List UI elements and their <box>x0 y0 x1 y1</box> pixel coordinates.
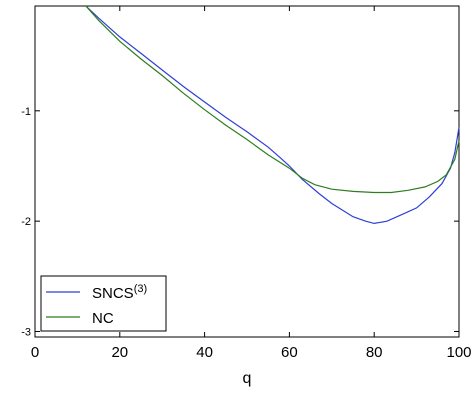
x-tick-label: 100 <box>446 344 471 361</box>
x-tick-label: 0 <box>31 344 39 361</box>
axis-layer: 0 20 40 60 80 100 -1 -2 -3 <box>21 6 472 361</box>
y-tick-label: -1 <box>21 106 31 118</box>
legend-label-sncs-superscript: (3) <box>134 283 147 295</box>
y-tick-label: -3 <box>21 326 31 338</box>
x-tick-label: 80 <box>366 344 383 361</box>
y-tick-label: -2 <box>21 216 31 228</box>
series-layer <box>85 5 460 225</box>
legend-label-nc: NC <box>92 310 114 327</box>
legend-label-sncs: SNCS(3) <box>92 283 147 302</box>
x-axis-label: q <box>243 370 252 387</box>
series-line-sncs <box>85 5 460 225</box>
legend-box <box>40 275 167 332</box>
x-tick-label: 20 <box>111 344 128 361</box>
x-tick-label: 40 <box>196 344 213 361</box>
legend-label-sncs-name: SNCS <box>92 285 134 302</box>
x-tick-label: 60 <box>281 344 298 361</box>
legend: SNCS(3) NC <box>40 275 167 332</box>
series-line-nc <box>85 5 460 194</box>
